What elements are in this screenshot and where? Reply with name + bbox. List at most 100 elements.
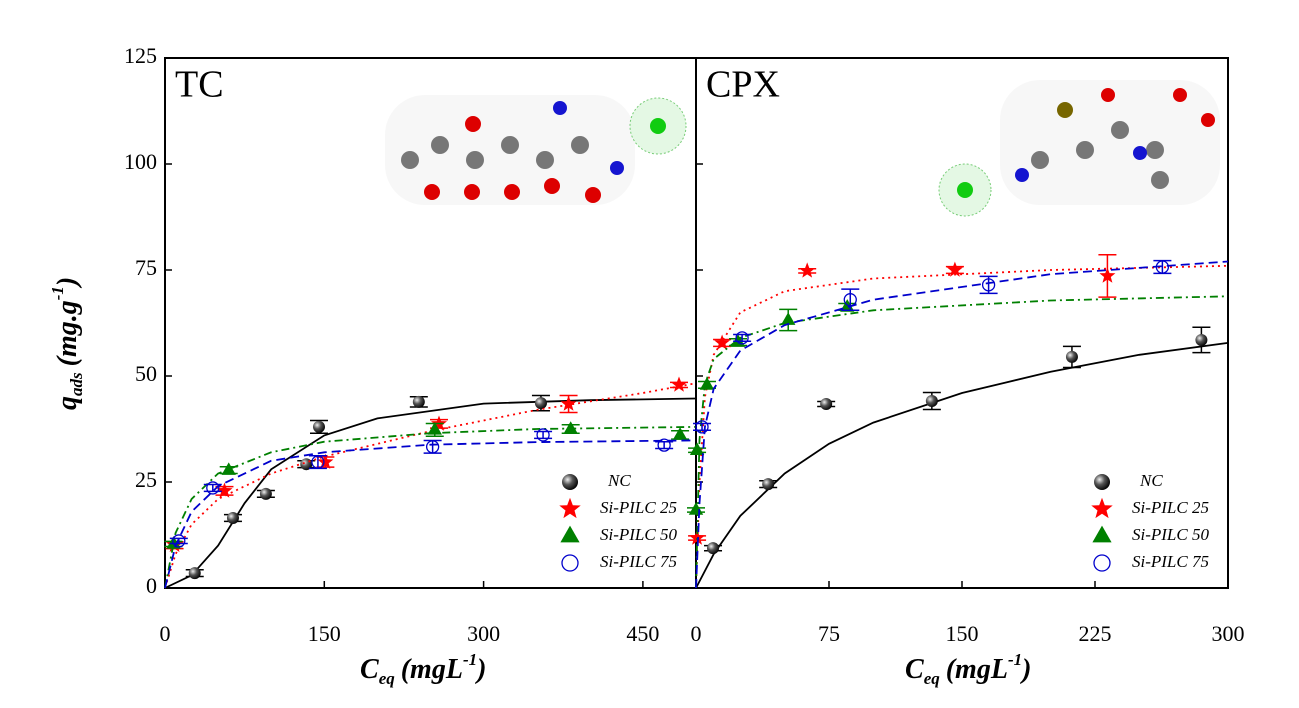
- marker: [221, 462, 236, 475]
- fit-line: [695, 342, 1229, 589]
- x-tick-label: 225: [1079, 621, 1112, 646]
- legend-marker: [1093, 554, 1111, 572]
- legend-marker: [1092, 525, 1112, 543]
- marker: [412, 395, 425, 408]
- x-tick-label: 300: [1212, 621, 1245, 646]
- marker: [843, 293, 857, 307]
- molecule-cpx: [938, 80, 1220, 217]
- legend-label: Si-PILC 75: [1132, 552, 1209, 571]
- marker: [714, 334, 731, 350]
- marker: [425, 440, 440, 454]
- panel-title: CPX: [706, 64, 780, 106]
- error-bar: [655, 440, 674, 450]
- x-axis-label-part: eq: [924, 669, 941, 688]
- y-tick-label: 50: [135, 361, 157, 386]
- error-bar: [534, 430, 553, 440]
- marker: [534, 397, 547, 410]
- x-axis-label-part: (mgL: [401, 654, 463, 685]
- marker: [781, 312, 796, 325]
- x-axis-label-part: C: [360, 654, 379, 685]
- legend-marker: [560, 525, 580, 543]
- x-axis-label: Ceq (mgL-1): [905, 650, 1031, 688]
- x-tick-label: 0: [691, 621, 702, 646]
- x-axis-label-part: -1: [1008, 650, 1022, 669]
- marker: [672, 427, 688, 440]
- error-bar: [203, 483, 222, 493]
- fit-line: [695, 264, 1229, 589]
- marker: [427, 422, 442, 435]
- legend-label: NC: [607, 471, 631, 490]
- legend-marker: [562, 474, 578, 490]
- x-axis-label-part: C: [905, 654, 924, 685]
- marker: [671, 376, 687, 392]
- legend-label: Si-PILC 25: [1132, 498, 1209, 517]
- legend-marker: [1091, 497, 1113, 519]
- legend-label: Si-PILC 75: [600, 552, 677, 571]
- marker: [317, 453, 334, 469]
- marker: [657, 438, 671, 452]
- error-bar: [841, 288, 860, 312]
- y-tick-label: 0: [146, 573, 157, 598]
- marker: [536, 428, 550, 442]
- y-axis-label-part: ads: [67, 372, 86, 396]
- marker: [188, 567, 201, 580]
- marker: [735, 331, 749, 345]
- marker: [1155, 260, 1170, 274]
- marker: [695, 420, 709, 434]
- x-tick-label: 300: [467, 621, 500, 646]
- marker: [762, 478, 775, 491]
- marker: [820, 397, 833, 410]
- x-axis-label-part: ): [474, 654, 486, 685]
- marker: [946, 261, 963, 277]
- fit-line: [164, 382, 697, 589]
- y-tick-label: 25: [135, 467, 157, 492]
- marker: [707, 542, 720, 555]
- marker: [206, 481, 220, 495]
- marker: [699, 377, 715, 390]
- x-tick-label: 0: [160, 621, 171, 646]
- marker: [1065, 350, 1078, 363]
- x-axis-label-part: (mgL: [946, 654, 1008, 685]
- molecule-tc: [385, 95, 687, 205]
- fit-line: [164, 439, 697, 589]
- x-axis-label-part: eq: [379, 669, 396, 688]
- fit-line: [695, 260, 1229, 589]
- marker: [560, 395, 577, 411]
- fit-line: [164, 426, 697, 589]
- y-tick-label: 100: [124, 149, 157, 174]
- y-axis-label-part: -1: [48, 286, 67, 300]
- fit-line: [695, 295, 1229, 589]
- marker: [259, 487, 272, 500]
- marker: [1099, 267, 1116, 283]
- marker: [311, 455, 325, 469]
- x-axis-label-part: -1: [463, 650, 477, 669]
- marker: [226, 512, 239, 525]
- marker: [1195, 333, 1208, 346]
- y-tick-label: 75: [135, 255, 157, 280]
- x-tick-label: 75: [818, 621, 840, 646]
- error-bar: [693, 422, 712, 432]
- x-tick-label: 150: [308, 621, 341, 646]
- marker: [689, 442, 705, 455]
- y-tick-label: 125: [124, 43, 157, 68]
- x-tick-label: 450: [626, 621, 659, 646]
- y-axis-label: qads (mg.g-1): [48, 277, 86, 410]
- legend-marker: [559, 497, 581, 519]
- marker: [799, 262, 816, 278]
- legend-label: Si-PILC 25: [600, 498, 677, 517]
- marker: [689, 529, 706, 545]
- marker: [312, 420, 325, 433]
- error-bar: [733, 333, 752, 342]
- marker: [925, 395, 938, 408]
- y-axis-label-part: ): [52, 277, 83, 289]
- legend-label: Si-PILC 50: [1132, 525, 1209, 544]
- marker: [216, 482, 233, 498]
- marker: [172, 534, 186, 548]
- y-axis-label-part: q: [52, 396, 83, 410]
- marker: [563, 421, 578, 434]
- y-axis-label-part: (mg.g: [52, 300, 83, 366]
- legend-label: NC: [1139, 471, 1163, 490]
- x-axis-label: Ceq (mgL-1): [360, 650, 486, 688]
- x-axis-label-part: ): [1019, 654, 1031, 685]
